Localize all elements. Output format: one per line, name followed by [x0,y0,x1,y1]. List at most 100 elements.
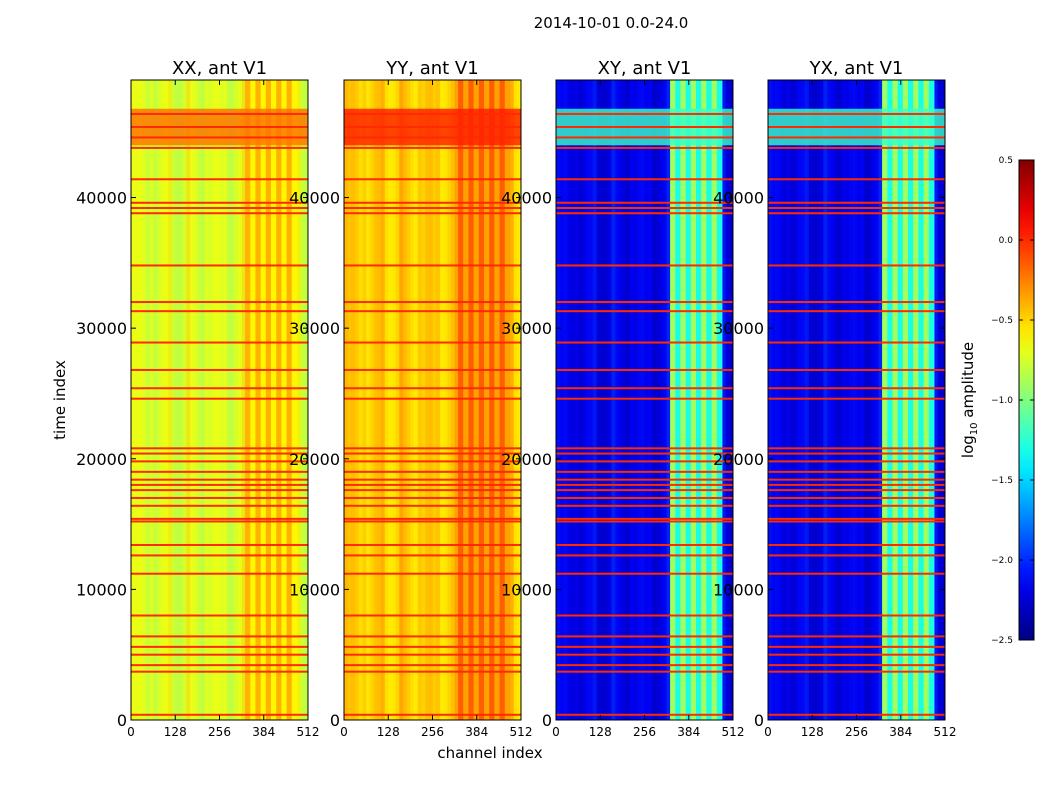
flagged-row [344,207,521,209]
x-tick-label: 256 [208,725,231,739]
flagged-row [344,201,521,204]
colorbar-label: log10 amplitude [959,342,980,458]
flagged-row [768,310,945,313]
rfi-band [928,80,935,720]
channel-stripe [768,80,773,720]
figure-title: 2014-10-01 0.0-24.0 [534,14,689,32]
channel-stripe [603,80,609,720]
flagged-row [556,178,733,181]
channel-stripe [790,80,795,720]
flagged-row [556,664,733,667]
rfi-band [897,80,904,720]
flagged-row [344,301,521,304]
flagged-row [131,478,308,481]
channel-stripe [428,80,433,720]
flagged-row [556,478,733,481]
flagged-row [131,207,308,209]
flagged-row [131,483,308,486]
channel-stripe [182,80,187,720]
flagged-row [131,397,308,400]
channel-stripe [933,80,939,720]
channel-stripe [145,80,150,720]
flagged-row [131,520,308,523]
x-tick-label: 256 [845,725,868,739]
rfi-band [913,80,919,720]
colorbar-tick-label: −2.0 [991,556,1013,566]
panel-xx: XX, ant V1 0 128 256 384 512 0 10000 20000 30000 4… [76,58,319,739]
channel-stripe [596,80,601,720]
flagged-row [768,478,945,481]
flagged-row [131,112,308,115]
heatmap-area [556,80,733,720]
channel-stripe [589,80,594,720]
flagged-row [768,146,945,149]
flagged-row [131,496,308,499]
channel-stripe [615,80,620,720]
channel-stripe [204,80,209,720]
flagged-row [556,470,733,473]
channel-stripe [607,80,612,720]
flagged-row [344,520,521,523]
channel-stripe [223,80,228,720]
x-tick-label: 128 [164,725,187,739]
flagged-row [556,645,733,648]
channel-stripe [823,80,828,720]
heatmap-area [131,80,308,720]
flagged-row [768,207,945,209]
flagged-row [556,504,733,507]
y-tick-label: 40000 [713,189,764,208]
rfi-band [504,80,511,720]
channel-stripe [567,80,572,720]
rfi-band [918,80,925,720]
flagged-row [131,341,308,344]
flagged-row [131,368,308,371]
channel-stripe [849,80,854,720]
y-tick-label: 20000 [76,450,127,469]
channel-stripe [414,80,419,720]
y-axis-label: time index [51,360,69,440]
rfi-band [685,80,692,720]
channel-stripe [237,80,243,720]
channel-stripe [193,80,198,720]
flagged-row [556,212,733,215]
flagged-row [768,543,945,546]
flagged-row [768,301,945,304]
flagged-row [344,212,521,215]
flagged-row [344,478,521,481]
channel-stripe [640,80,645,720]
rfi-band [286,80,293,720]
rfi-band [255,80,262,720]
panel-xy: XY, ant V1 0 128 256 384 512 0 10000 20000 30000 4… [501,58,744,739]
flagged-row [344,460,521,463]
channel-stripe [362,80,367,720]
channel-stripe [164,80,169,720]
flagged-row [131,212,308,215]
channel-stripe [344,80,349,720]
x-tick-label: 128 [801,725,824,739]
flagged-row [344,387,521,390]
x-tick-label: 256 [421,725,444,739]
colorbar-tick-label: −1.0 [991,396,1013,406]
channel-stripe [644,80,649,720]
flagged-row [556,614,733,617]
x-tick-label: 0 [552,725,560,739]
flagged-row [344,136,521,139]
x-tick-label: 384 [465,725,488,739]
flagged-row [768,645,945,648]
flagged-row [556,653,733,656]
channel-stripe [436,80,441,720]
flagged-row [556,207,733,209]
flagged-row [344,178,521,181]
channel-stripe [175,80,180,720]
channel-stripe [581,80,586,720]
channel-stripe [439,80,445,720]
flagged-row [131,447,308,450]
channel-stripe [659,80,664,720]
flagged-row [556,264,733,267]
colorbar-tick-label: 0.5 [999,156,1013,166]
rfi-band [887,80,893,720]
flagged-row [768,713,945,716]
rfi-band [670,80,676,720]
flagged-row [131,301,308,304]
rfi-band [711,80,718,720]
